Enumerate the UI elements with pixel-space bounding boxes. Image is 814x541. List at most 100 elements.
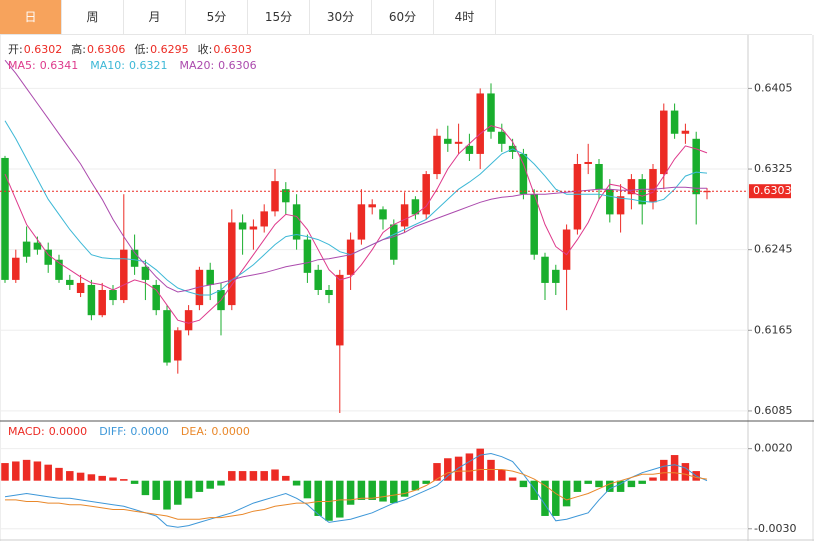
legend-text: 0.6303 (213, 43, 252, 56)
macd-bar (271, 469, 279, 481)
candle-body (541, 256, 549, 283)
macd-bar (33, 461, 42, 481)
candle-body (444, 138, 452, 144)
period-tab[interactable]: 15分 (248, 0, 310, 34)
macd-bar (346, 480, 355, 505)
macd-bar (638, 480, 646, 484)
candle-body (44, 249, 52, 265)
legend-text: 0.0000 (49, 425, 88, 438)
candle-body (325, 289, 333, 296)
candle-body (271, 181, 279, 212)
macd-bar (87, 474, 96, 481)
candle-body (163, 310, 171, 363)
macd-bar (141, 480, 150, 496)
macd-bar (508, 477, 517, 481)
legend-text: 0.6306 (218, 59, 257, 72)
candle-body (1, 157, 9, 280)
macd-bar (303, 480, 312, 499)
macd-bar (357, 480, 366, 500)
candle-body (433, 135, 441, 175)
candle-body (411, 199, 420, 215)
macd-bar (292, 480, 301, 486)
candle-body (670, 110, 679, 134)
candle-body (206, 269, 214, 285)
candle-body (174, 330, 182, 361)
macd-bar (433, 463, 441, 481)
candle-body (12, 257, 20, 280)
period-tab[interactable]: 月 (124, 0, 186, 34)
macd-bar (228, 471, 236, 481)
legend-text: 0.6295 (150, 43, 189, 56)
y-tick-label: -0.0030 (754, 522, 796, 535)
macd-bar (616, 480, 625, 492)
candle-body (530, 194, 538, 255)
y-tick-label: 0.6245 (754, 243, 793, 256)
macd-bar (55, 467, 63, 481)
candle-body (465, 145, 474, 154)
candle-body (55, 259, 63, 280)
candle-body (616, 196, 625, 215)
macd-bar (249, 471, 258, 481)
legend-text: 开: (8, 43, 23, 56)
candle-body (184, 310, 193, 331)
macd-bar (314, 480, 322, 516)
macd-bar (217, 480, 225, 486)
macd-bar (519, 480, 528, 488)
legend-text: MA5: (8, 59, 36, 72)
candle-body (66, 279, 74, 285)
indicator-line (4, 120, 708, 296)
macd-bar (541, 480, 549, 516)
period-tab[interactable]: 30分 (310, 0, 372, 34)
macd-bar (411, 480, 420, 491)
candle-body (573, 163, 582, 230)
macd-bar (195, 480, 204, 492)
legend-text: 0.0000 (211, 425, 250, 438)
legend-text: DIFF: (99, 425, 126, 438)
macd-bar (44, 464, 52, 481)
candle-body (141, 266, 150, 280)
candle-body (87, 284, 96, 316)
legend-text: MA20: (179, 59, 214, 72)
candle-body (562, 229, 571, 270)
candle-body (76, 282, 85, 294)
macd-bar (573, 480, 582, 492)
candle-body (22, 241, 31, 257)
legend-text: 0.6321 (129, 59, 168, 72)
candle-body (282, 189, 290, 203)
period-tab[interactable]: 60分 (372, 0, 434, 34)
period-tab[interactable]: 5分 (186, 0, 248, 34)
candle-body (498, 131, 506, 144)
macd-bar (465, 453, 474, 481)
candle-body (552, 269, 560, 283)
macd-bar (98, 475, 106, 481)
candle-body (130, 249, 139, 267)
macd-bar (584, 480, 592, 484)
candle-body (606, 189, 614, 215)
legend-text: 0.6302 (24, 43, 63, 56)
legend-text: 0.6341 (40, 59, 79, 72)
candle-body (422, 174, 430, 215)
macd-bar (595, 480, 603, 488)
period-tab[interactable]: 4时 (434, 0, 496, 34)
macd-bar (238, 471, 247, 481)
macd-bar (22, 459, 31, 481)
period-tab[interactable]: 日 (0, 0, 62, 34)
indicator-line (4, 452, 708, 528)
macd-bar (649, 477, 657, 481)
macd-bar (681, 463, 690, 481)
candle-body (519, 153, 528, 195)
macd-bar (390, 480, 398, 504)
candle-body (260, 211, 268, 227)
candle-body (238, 222, 247, 230)
candle-body (292, 204, 301, 240)
candle-body (595, 163, 603, 190)
legend-text: 低: (134, 43, 149, 56)
macd-bar (606, 480, 614, 492)
candle-body (660, 110, 668, 175)
macd-bar (152, 480, 160, 500)
macd-bar (627, 480, 636, 488)
period-tab[interactable]: 周 (62, 0, 124, 34)
macd-bar (66, 471, 74, 481)
